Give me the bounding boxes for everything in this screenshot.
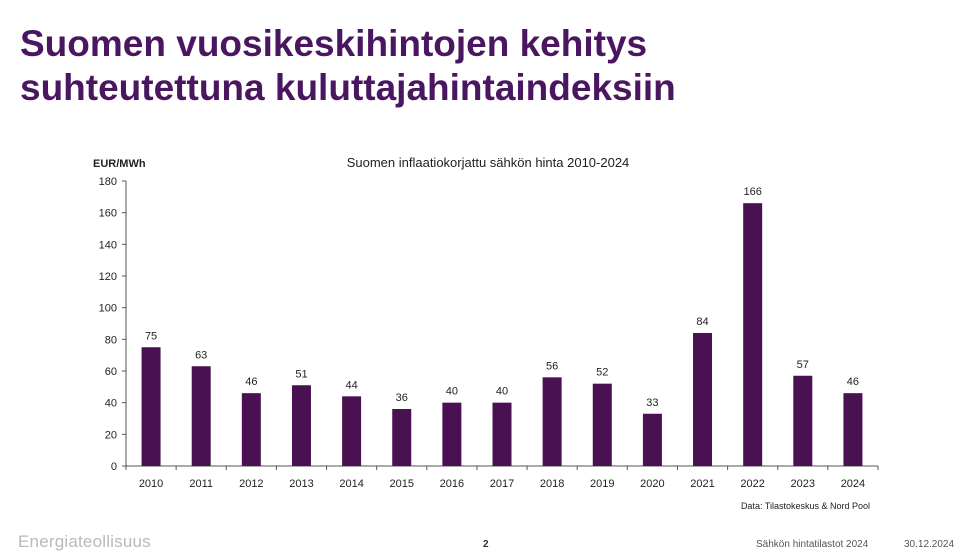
bar-2019 — [592, 383, 612, 466]
x-tick-label-2023: 2023 — [791, 478, 815, 490]
x-tick-label-2016: 2016 — [440, 478, 464, 490]
y-tick-label: 180 — [99, 176, 117, 188]
x-tick-label-2020: 2020 — [640, 478, 664, 490]
data-label-2020: 33 — [646, 397, 658, 409]
bar-2015 — [392, 409, 412, 466]
bar-2017 — [492, 402, 512, 466]
data-label-2014: 44 — [345, 379, 357, 391]
data-label-2024: 46 — [847, 376, 859, 388]
y-tick-label: 80 — [105, 334, 117, 346]
energiateollisuus-logo: Energiateollisuus — [18, 532, 151, 551]
bar-2022 — [743, 203, 763, 466]
data-label-2016: 40 — [446, 386, 458, 398]
data-label-2017: 40 — [496, 386, 508, 398]
data-label-2015: 36 — [396, 392, 408, 404]
bar-2023 — [793, 375, 813, 466]
bar-2018 — [542, 377, 562, 466]
y-tick-label: 140 — [99, 239, 117, 251]
x-tick-label-2022: 2022 — [740, 478, 764, 490]
chart-title: Suomen inflaatiokorjattu sähkön hinta 20… — [347, 155, 630, 170]
x-tick-label-2017: 2017 — [490, 478, 514, 490]
bar-2024 — [843, 393, 863, 466]
bar-2020 — [642, 413, 662, 466]
bar-2021 — [693, 333, 713, 466]
plot-area: 0 20 40 60 80 100 120 140 160 180 75 2010 63 2011 46 20… — [99, 176, 879, 490]
x-tick-label-2018: 2018 — [540, 478, 564, 490]
y-tick-label: 0 — [111, 461, 117, 473]
source-note: Data: Tilastokeskus & Nord Pool — [741, 501, 870, 511]
data-label-2019: 52 — [596, 367, 608, 379]
y-axis-label: EUR/MWh — [93, 158, 146, 170]
x-tick-label-2019: 2019 — [590, 478, 614, 490]
slide-title-line-1: Suomen vuosikeskihintojen kehitys — [20, 23, 648, 64]
bar-2010 — [141, 347, 161, 466]
y-tick-label: 120 — [99, 271, 117, 283]
data-label-2021: 84 — [696, 316, 708, 328]
y-tick-label: 40 — [105, 398, 117, 410]
bar-2013 — [291, 385, 311, 466]
x-tick-label-2011: 2011 — [189, 478, 213, 490]
y-tick-label: 100 — [99, 303, 117, 315]
x-tick-label-2014: 2014 — [339, 478, 363, 490]
data-label-2023: 57 — [797, 359, 809, 371]
x-tick-label-2012: 2012 — [239, 478, 263, 490]
data-label-2011: 63 — [195, 349, 207, 361]
y-tick-label: 160 — [99, 208, 117, 220]
data-label-2010: 75 — [145, 330, 157, 342]
slide-title-line-2: suhteutettuna kuluttajahintaindeksiin — [20, 67, 676, 108]
x-tick-label-2021: 2021 — [690, 478, 714, 490]
bar-2016 — [442, 402, 462, 466]
data-label-2018: 56 — [546, 360, 558, 372]
x-tick-label-2024: 2024 — [841, 478, 865, 490]
x-tick-label-2010: 2010 — [139, 478, 163, 490]
data-label-2012: 46 — [245, 376, 257, 388]
x-tick-label-2013: 2013 — [289, 478, 313, 490]
slide-title: Suomen vuosikeskihintojen kehitys suhteu… — [20, 22, 950, 110]
bar-2012 — [241, 393, 261, 466]
x-tick-label-2015: 2015 — [389, 478, 413, 490]
document-title: Sähkön hintatilastot 2024 — [756, 539, 869, 550]
bar-2014 — [342, 396, 362, 466]
bar-2011 — [191, 366, 211, 466]
data-label-2022: 166 — [743, 186, 761, 198]
y-tick-label: 20 — [105, 429, 117, 441]
y-tick-label: 60 — [105, 366, 117, 378]
document-date: 30.12.2024 — [904, 539, 955, 550]
data-label-2013: 51 — [295, 368, 307, 380]
page-number: 2 — [483, 539, 489, 550]
